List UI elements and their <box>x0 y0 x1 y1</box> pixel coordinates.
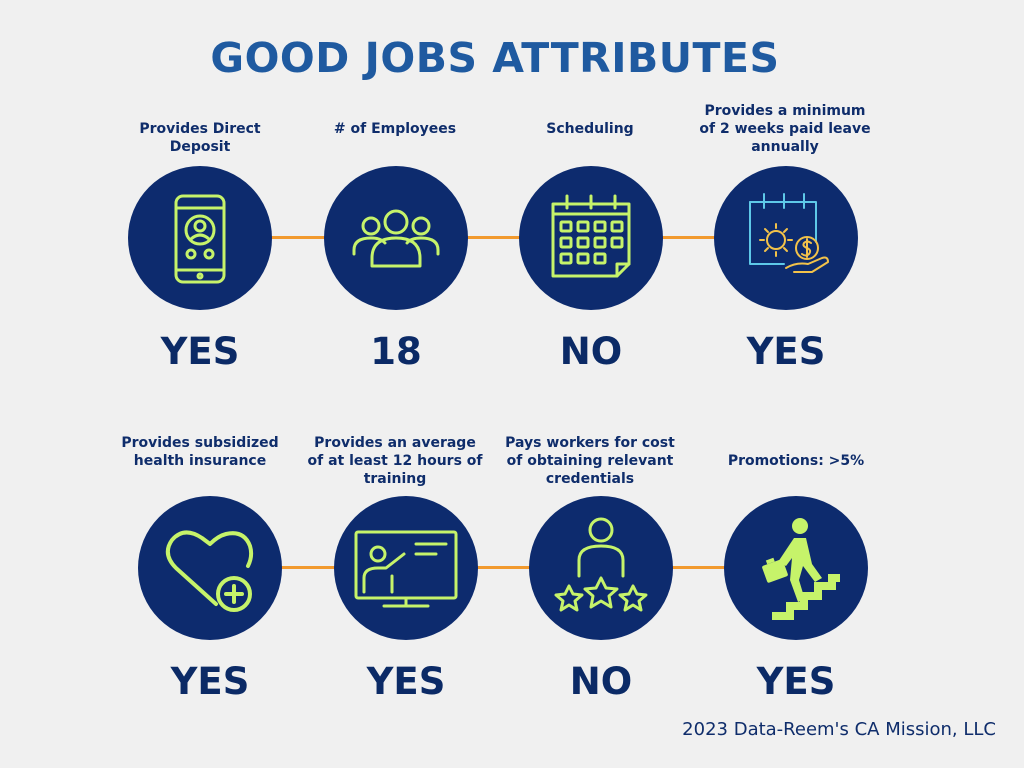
paid-leave-icon <box>749 193 829 273</box>
attribute-label-scheduling: Scheduling <box>546 121 634 137</box>
heart-plus-icon <box>165 530 254 612</box>
stairs-climber-icon <box>762 518 840 620</box>
attribute-label-paid-leave: Provides a minimum of 2 weeks paid leave… <box>699 103 871 155</box>
footer-credit: 2023 Data-Reem's CA Mission, LLC <box>682 719 996 740</box>
connector-line <box>270 236 330 239</box>
attribute-circle-direct-deposit <box>128 166 272 310</box>
person-stars-icon <box>554 517 648 612</box>
group-icon <box>352 209 440 268</box>
phone-user-icon <box>174 194 226 284</box>
attribute-circle-employees <box>324 166 468 310</box>
attribute-value-scheduling: NO <box>559 330 623 373</box>
attribute-value-credentials: NO <box>569 660 633 703</box>
attribute-circle-paid-leave <box>714 166 858 310</box>
attribute-circle-health-insurance <box>138 496 282 640</box>
attribute-circle-promotions <box>724 496 868 640</box>
attribute-value-training: YES <box>366 660 446 703</box>
attribute-label-training: Provides an average of at least 12 hours… <box>307 435 483 487</box>
attribute-circle-scheduling <box>519 166 663 310</box>
connector-line <box>465 236 525 239</box>
attribute-circle-credentials <box>529 496 673 640</box>
attribute-value-employees: 18 <box>370 330 422 373</box>
attribute-value-promotions: YES <box>756 660 836 703</box>
attribute-circle-training <box>334 496 478 640</box>
attribute-label-promotions: Promotions: >5% <box>727 453 865 469</box>
page-title: GOOD JOBS ATTRIBUTES <box>210 34 780 82</box>
connector-line <box>280 566 340 569</box>
connector-line <box>670 566 730 569</box>
attribute-label-direct-deposit: Provides Direct Deposit <box>139 121 261 155</box>
attribute-value-health-insurance: YES <box>170 660 250 703</box>
attribute-label-health-insurance: Provides subsidized health insurance <box>121 435 279 469</box>
attribute-value-direct-deposit: YES <box>160 330 240 373</box>
connector-line <box>475 566 535 569</box>
presentation-icon <box>354 530 458 608</box>
attribute-label-employees: # of Employees <box>333 121 457 137</box>
attribute-value-paid-leave: YES <box>746 330 826 373</box>
connector-line <box>660 236 720 239</box>
calendar-icon <box>551 194 631 278</box>
attribute-label-credentials: Pays workers for cost of obtaining relev… <box>505 435 675 487</box>
